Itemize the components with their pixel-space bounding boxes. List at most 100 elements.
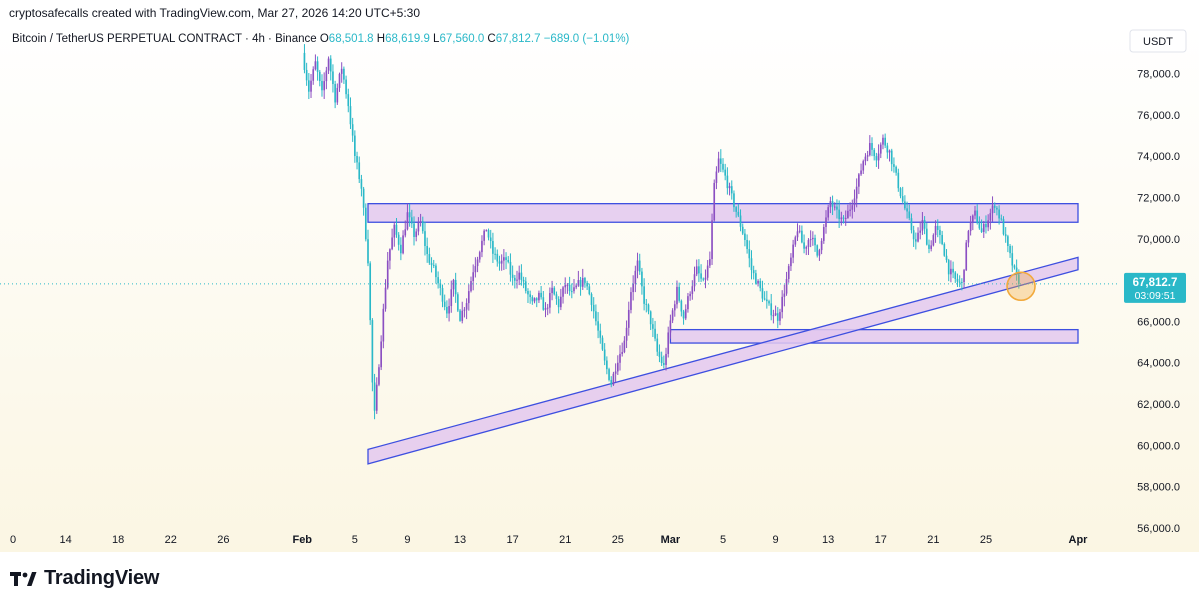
candle-body: [393, 224, 396, 238]
candle: [441, 284, 444, 308]
candle: [765, 290, 768, 309]
attribution-text: cryptosafecalls created with TradingView…: [9, 6, 420, 20]
candle-body: [879, 144, 882, 154]
candle-body: [936, 225, 939, 230]
candle: [531, 295, 534, 305]
candle-body: [332, 71, 334, 85]
candle-body: [890, 150, 893, 165]
rising-trendline: [367, 256, 1079, 465]
y-tick-label: 72,000.0: [1137, 192, 1180, 204]
candle-body: [351, 124, 354, 136]
candle: [340, 62, 343, 83]
candle-body: [446, 306, 448, 314]
candle: [553, 286, 556, 296]
candle: [641, 267, 643, 295]
candle: [991, 196, 994, 222]
candle: [783, 284, 786, 307]
candle: [954, 271, 957, 283]
candle: [855, 178, 858, 208]
candle-body: [367, 239, 369, 264]
candle: [538, 290, 540, 303]
candle: [419, 213, 422, 227]
candle-body: [855, 186, 858, 199]
candle-body: [974, 210, 976, 216]
y-axis[interactable]: 56,000.0 58,000.0 60,000.0 62,000.0 64,000.0…: [1124, 29, 1187, 535]
candle: [910, 213, 913, 234]
candle: [540, 285, 542, 300]
candle-body: [391, 237, 393, 250]
chart-area[interactable]: 56,000.0 58,000.0 60,000.0 62,000.0 64,000.0…: [0, 24, 1199, 552]
candle-body: [610, 379, 613, 385]
candle: [1007, 234, 1009, 253]
candle: [739, 209, 742, 232]
candle-body: [507, 259, 510, 262]
candle-body: [481, 240, 483, 253]
candle-body: [1009, 245, 1011, 254]
candle-body: [678, 286, 681, 301]
candle-body: [321, 81, 323, 91]
price-chart[interactable]: 56,000.0 58,000.0 60,000.0 62,000.0 64,000.0…: [0, 24, 1199, 552]
touch-highlight: [1006, 271, 1036, 302]
candle: [682, 309, 685, 325]
candle-body: [772, 315, 775, 317]
candle-body: [305, 69, 308, 81]
candle: [570, 283, 573, 299]
candle: [868, 135, 871, 157]
candle-body: [993, 205, 996, 208]
candle: [592, 297, 595, 319]
legend-c-value: 67,812.7: [496, 33, 544, 45]
candle: [384, 279, 387, 312]
candle-body: [408, 212, 411, 218]
candle-body: [768, 301, 770, 304]
candle: [939, 225, 941, 244]
candle-body: [500, 260, 503, 264]
candle-body: [776, 313, 779, 321]
candle: [952, 261, 954, 279]
countdown-label: 03:09:51: [1135, 290, 1176, 302]
candle: [573, 279, 575, 294]
candle-body: [338, 73, 341, 88]
candle: [316, 56, 319, 81]
candle-body: [494, 253, 496, 255]
candle-body: [722, 163, 724, 170]
candle: [936, 219, 939, 238]
x-axis[interactable]: 0 14 18 22 26 Feb 5 9 13 17 21 25 Mar 5 9 13 17 21 25 Apr: [10, 534, 1088, 546]
footer-bar: TradingView: [0, 552, 1199, 608]
candle-body: [619, 353, 621, 363]
legend-o-value: 68,501.8: [329, 33, 377, 45]
candle: [761, 280, 764, 303]
candle: [511, 265, 514, 286]
x-tick-label: Apr: [1069, 534, 1089, 546]
brand[interactable]: TradingView: [10, 567, 159, 590]
candle: [840, 211, 843, 226]
tradingview-logo-icon: [10, 571, 37, 586]
candle: [987, 214, 989, 232]
candle: [980, 219, 983, 233]
candle: [1004, 227, 1007, 243]
candle-body: [454, 279, 457, 295]
candle: [472, 264, 475, 291]
candle-body: [691, 286, 694, 294]
candle-body: [511, 274, 514, 278]
candle-body: [840, 217, 843, 220]
candle-body: [700, 273, 702, 279]
candle-body: [713, 182, 716, 221]
candle-body: [597, 321, 599, 331]
candle-body: [805, 246, 808, 249]
candle: [818, 248, 821, 261]
candle: [809, 230, 812, 248]
candle-body: [695, 266, 698, 275]
candle-body: [858, 174, 860, 187]
candle: [351, 117, 354, 142]
candle-body: [347, 94, 350, 107]
candle: [807, 238, 810, 256]
candle: [562, 286, 564, 304]
candle-body: [588, 286, 591, 295]
candle-body: [980, 228, 983, 232]
candle-body: [702, 278, 705, 280]
candle-body: [459, 310, 461, 321]
candle-body: [487, 230, 490, 238]
candle-body: [882, 137, 884, 145]
candle: [1000, 214, 1003, 221]
candle-body: [630, 292, 632, 310]
